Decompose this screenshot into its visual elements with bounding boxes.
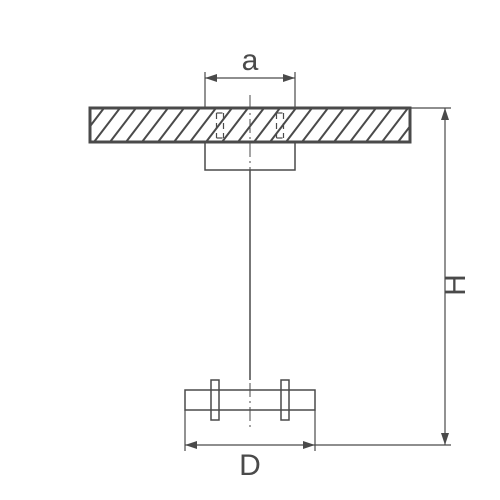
dim-label-H: H — [439, 274, 472, 296]
dim-label-D: D — [239, 449, 261, 482]
dim-label-a: a — [242, 44, 259, 77]
dimension-drawing: a D H — [0, 0, 500, 500]
